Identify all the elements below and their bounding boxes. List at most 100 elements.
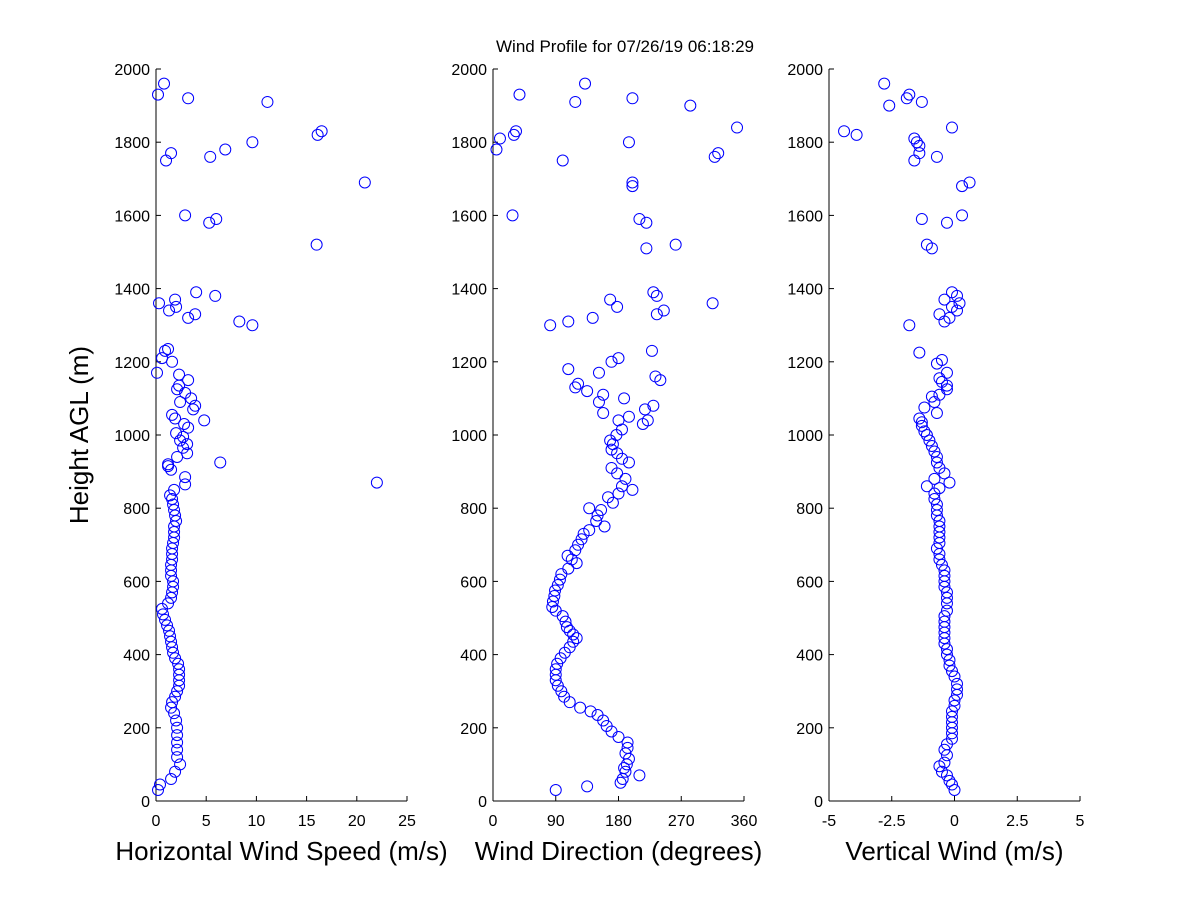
data-point bbox=[579, 77, 592, 90]
data-point bbox=[951, 683, 964, 696]
data-point bbox=[948, 784, 961, 797]
data-point bbox=[575, 533, 588, 546]
data-point bbox=[174, 396, 187, 409]
data-point bbox=[169, 765, 182, 778]
data-point bbox=[246, 136, 259, 149]
data-point bbox=[612, 487, 625, 500]
data-point bbox=[165, 773, 178, 786]
data-point bbox=[940, 216, 953, 229]
data-point bbox=[551, 579, 564, 592]
data-point bbox=[581, 385, 594, 398]
data-point bbox=[246, 319, 259, 332]
data-point bbox=[918, 401, 931, 414]
data-point bbox=[930, 450, 943, 463]
data-point bbox=[618, 392, 631, 405]
data-point bbox=[162, 597, 175, 610]
data-point bbox=[945, 665, 958, 678]
data-point bbox=[172, 657, 185, 670]
data-point bbox=[731, 121, 744, 134]
data-point bbox=[619, 472, 632, 485]
data-point bbox=[506, 209, 519, 222]
data-point bbox=[198, 414, 211, 427]
y-tick-label: 1400 bbox=[787, 282, 823, 299]
data-point bbox=[948, 670, 961, 683]
data-point bbox=[203, 216, 216, 229]
data-point bbox=[171, 743, 184, 756]
data-point bbox=[179, 471, 192, 484]
direction-panel: 0 200 400 600 800 1000 1200 1400 1600 1800 2000 0 90… bbox=[451, 62, 762, 866]
data-point bbox=[951, 677, 964, 690]
data-point bbox=[597, 407, 610, 420]
x-tick-label: 10 bbox=[248, 813, 266, 830]
y-tick-label: 1400 bbox=[114, 282, 150, 299]
x-tick-label: -2.5 bbox=[878, 813, 906, 830]
data-point bbox=[168, 483, 181, 496]
data-point bbox=[928, 493, 941, 506]
data-point bbox=[708, 150, 721, 163]
y-tick-label: 1000 bbox=[451, 428, 487, 445]
data-point bbox=[181, 438, 194, 451]
y-tick-label: 400 bbox=[796, 648, 823, 665]
data-point bbox=[171, 729, 184, 742]
data-point bbox=[572, 377, 585, 390]
data-point bbox=[930, 407, 943, 420]
x-tick-label: 180 bbox=[605, 813, 632, 830]
data-point bbox=[159, 613, 172, 626]
y-tick-label: 1800 bbox=[787, 135, 823, 152]
data-point bbox=[925, 390, 938, 403]
data-point bbox=[915, 416, 928, 429]
data-point bbox=[162, 342, 175, 355]
data-point bbox=[166, 696, 179, 709]
data-point bbox=[943, 654, 956, 667]
data-point bbox=[583, 502, 596, 515]
y-tick-label: 2000 bbox=[114, 62, 150, 79]
data-point bbox=[930, 150, 943, 163]
y-tick-label: 1200 bbox=[114, 355, 150, 372]
data-point bbox=[945, 300, 958, 313]
data-point bbox=[157, 608, 170, 621]
y-tick-label: 400 bbox=[460, 648, 487, 665]
data-point bbox=[233, 315, 246, 328]
data-point bbox=[562, 315, 575, 328]
data-point bbox=[493, 132, 506, 145]
data-point bbox=[650, 289, 663, 302]
data-point bbox=[179, 209, 192, 222]
y-tick-label: 0 bbox=[478, 794, 487, 811]
data-point bbox=[615, 480, 628, 493]
x-tick-label: 90 bbox=[547, 813, 565, 830]
data-point bbox=[913, 147, 926, 160]
data-point bbox=[159, 344, 172, 357]
data-point bbox=[684, 99, 697, 112]
data-point bbox=[935, 558, 948, 571]
data-point bbox=[174, 434, 187, 447]
data-point bbox=[214, 456, 227, 469]
y-tick-label: 0 bbox=[141, 794, 150, 811]
data-point bbox=[953, 297, 966, 310]
data-point bbox=[943, 659, 956, 672]
data-point bbox=[923, 434, 936, 447]
data-point bbox=[179, 386, 192, 399]
data-point bbox=[933, 461, 946, 474]
data-point bbox=[938, 615, 951, 628]
data-point bbox=[153, 297, 166, 310]
data-point bbox=[151, 366, 164, 379]
x-tick-label: 2.5 bbox=[1006, 813, 1028, 830]
data-point bbox=[626, 180, 639, 193]
data-point bbox=[935, 353, 948, 366]
speed-panel: 0 200 400 600 800 1000 1200 1400 1600 1800 2000 0 5 1… bbox=[114, 62, 447, 866]
data-point bbox=[597, 388, 610, 401]
y-tick-label: 1600 bbox=[787, 208, 823, 225]
data-point bbox=[167, 498, 180, 511]
data-point bbox=[626, 483, 639, 496]
data-point bbox=[549, 604, 562, 617]
data-point bbox=[647, 399, 660, 412]
data-point bbox=[925, 439, 938, 452]
y-tick-label: 1800 bbox=[114, 135, 150, 152]
data-point bbox=[645, 344, 658, 357]
data-point bbox=[948, 694, 961, 707]
data-point bbox=[621, 741, 634, 754]
data-point bbox=[915, 213, 928, 226]
data-point bbox=[903, 319, 916, 332]
data-point bbox=[605, 443, 618, 456]
data-point bbox=[574, 701, 587, 714]
